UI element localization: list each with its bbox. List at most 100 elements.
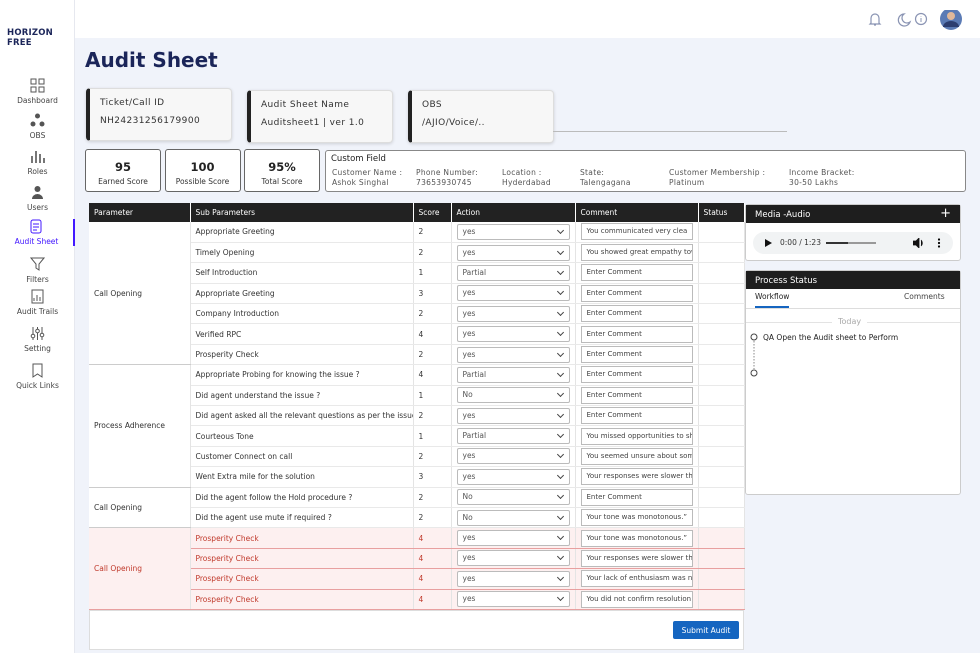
nav-item[interactable]: Audit Trails [0, 289, 75, 316]
action-cell: yes [451, 466, 576, 488]
action-select[interactable]: yes [456, 468, 570, 485]
play-icon[interactable] [765, 239, 773, 247]
comment-input[interactable]: Enter Comment [580, 488, 693, 506]
action-select[interactable]: yes [456, 407, 570, 424]
comment-input[interactable]: You missed opportunities to show [580, 427, 693, 445]
player-controls[interactable] [913, 238, 945, 248]
comment-input[interactable]: Your lack of enthusiasm was notice [580, 570, 693, 588]
action-select[interactable]: yes [456, 326, 570, 343]
nav-item[interactable]: Setting [0, 326, 75, 353]
action-select[interactable]: yes [456, 223, 570, 240]
status-cell [698, 323, 745, 345]
action-select[interactable]: No [456, 387, 570, 404]
status-cell [698, 487, 745, 508]
action-select[interactable]: Partial [456, 264, 570, 281]
score-label: Total Score [261, 177, 303, 186]
score-value: 95% [268, 160, 296, 174]
action-cell: yes [451, 568, 576, 590]
column-header: Comment [575, 203, 699, 222]
tab[interactable]: Comments [904, 292, 945, 301]
action-select[interactable]: No [456, 509, 570, 526]
action-select[interactable]: yes [456, 591, 570, 608]
status-cell [698, 466, 745, 488]
process-panel: Process Status Workflow Comments Today Q… [745, 270, 961, 495]
page-title: Audit Sheet [85, 48, 218, 72]
score: 4 [413, 548, 452, 570]
progress[interactable] [826, 242, 876, 244]
comment-cell: Enter Comment [575, 487, 699, 508]
nav-item[interactable]: Quick Links [0, 363, 75, 390]
score: 2 [413, 446, 452, 468]
table-row: Prosperity Check 2 yes Enter Comment [89, 344, 745, 366]
submit-button[interactable]: Submit Audit [673, 621, 739, 639]
action-select[interactable]: yes [456, 346, 570, 363]
action-select[interactable]: Partial [456, 366, 570, 383]
tab-line [746, 308, 960, 309]
comment-input[interactable]: Enter Comment [580, 386, 693, 404]
nav-item[interactable]: Dashboard [0, 78, 75, 105]
nav-item[interactable]: Roles [0, 149, 75, 176]
nav-icon [30, 257, 45, 271]
comment-input[interactable]: Enter Comment [580, 264, 693, 282]
comment-input[interactable]: Enter Comment [580, 407, 693, 425]
status-cell [698, 446, 745, 468]
comment-input[interactable]: Enter Comment [580, 346, 693, 364]
score: 1 [413, 385, 452, 407]
status-cell [698, 527, 745, 549]
comment-cell: Enter Comment [575, 283, 699, 305]
comment-input[interactable]: Enter Comment [580, 366, 693, 384]
sub-parameter: Self Introduction [190, 262, 414, 284]
toolbar-icons[interactable] [866, 10, 966, 34]
comment-cell: Enter Comment [575, 323, 699, 345]
comment-cell: Enter Comment [575, 262, 699, 284]
comment-input[interactable]: Enter Comment [580, 284, 693, 302]
comment-input[interactable]: Enter Comment [580, 305, 693, 323]
audit-table: Parameter Sub Parameters Score Action Commen… [89, 203, 745, 610]
comment-cell: Your tone was monotonous.” [575, 527, 699, 549]
comment-input[interactable]: You showed great empathy towarc [580, 244, 693, 262]
comment-input[interactable]: You did not confirm resolution witl [580, 590, 693, 608]
comment-input[interactable]: You communicated very clea [580, 223, 693, 241]
comment-input[interactable]: Your tone was monotonous.” [580, 529, 693, 547]
top-bar [0, 0, 980, 38]
add-icon[interactable]: + [940, 206, 951, 221]
tab[interactable]: Workflow [755, 292, 790, 308]
sub-parameter: Company Introduction [190, 303, 414, 325]
action-select[interactable]: yes [456, 570, 570, 587]
status-cell [698, 425, 745, 447]
sub-parameter: Appropriate Probing for knowing the issu… [190, 364, 414, 386]
nav-label: Users [26, 203, 48, 212]
field-label: Customer Name : [332, 168, 403, 177]
comment-input[interactable]: Enter Comment [580, 325, 693, 343]
action-select[interactable]: yes [456, 285, 570, 302]
action-select[interactable]: yes [456, 530, 570, 547]
comment-input[interactable]: You seemed unsure about some pi [580, 447, 693, 465]
table-row: Prosperity Check 4 yes Your lack of enthusi… [89, 568, 745, 590]
nav-item[interactable]: Audit Sheet [0, 219, 75, 246]
action-select[interactable]: yes [456, 448, 570, 465]
comment-input[interactable]: Your responses were slower than n [580, 468, 693, 486]
sub-parameter: Courteous Tone [190, 425, 414, 447]
action-cell: yes [451, 303, 576, 325]
comment-input[interactable]: Your responses were slower than n [580, 549, 693, 567]
table-row: Call Opening Appropriate Greeting 2 yes You … [89, 222, 745, 366]
table-row: Process Adherence Appropriate Probing for… [89, 364, 745, 488]
action-select[interactable]: yes [456, 244, 570, 261]
comment-input[interactable]: Your tone was monotonous.” [580, 509, 693, 527]
sub-parameter: Did the agent follow the Hold procedure … [190, 487, 414, 508]
sub-parameter: Did agent asked all the relevant questio… [190, 405, 414, 427]
nav-item[interactable]: Users [0, 185, 75, 212]
nav-item[interactable]: Filters [0, 257, 75, 284]
audio-player[interactable]: 0:00 / 1:23 [753, 232, 953, 254]
action-select[interactable]: No [456, 489, 570, 506]
status-cell [698, 303, 745, 325]
action-select[interactable]: Partial [456, 428, 570, 445]
nav-item[interactable]: OBS [0, 113, 75, 140]
column-header: Action [451, 203, 576, 222]
action-select[interactable]: yes [456, 305, 570, 322]
parameter-cell: Call Opening [89, 222, 191, 366]
parameter-cell: Call Opening [89, 527, 191, 610]
action-select[interactable]: yes [456, 550, 570, 567]
sub-parameter: Went Extra mile for the solution [190, 466, 414, 488]
table-row: Prosperity Check 4 yes You did not confirm … [89, 589, 745, 610]
